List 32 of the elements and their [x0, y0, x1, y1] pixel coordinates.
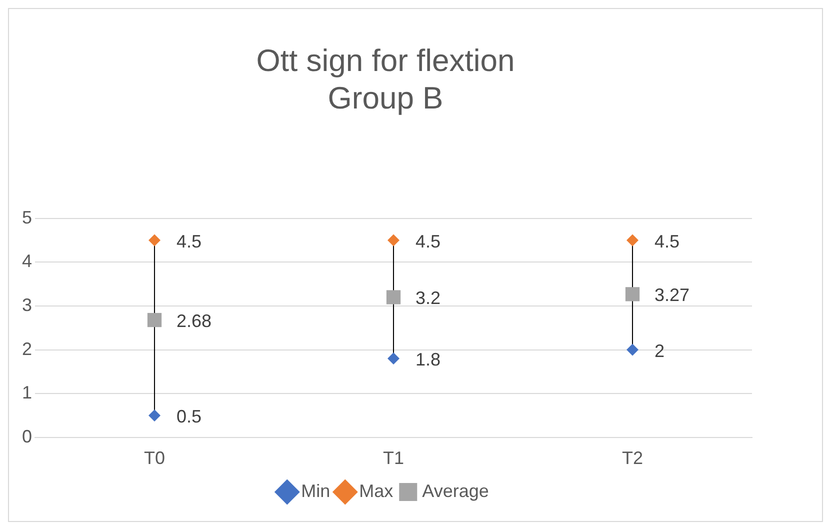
x-tick-label: T2 [622, 448, 644, 468]
y-tick-label: 2 [22, 338, 32, 359]
data-label: 4.5 [654, 231, 680, 252]
data-label: 3.2 [416, 288, 441, 308]
y-tick-label: 4 [22, 251, 32, 272]
data-label: 2 [654, 340, 665, 361]
data-label: 4.5 [416, 231, 441, 252]
legend-label: Max [359, 480, 394, 501]
y-tick-label: 5 [22, 207, 32, 228]
point [388, 352, 400, 365]
data-label: 0.5 [176, 406, 202, 426]
data-label: 3.27 [654, 285, 690, 306]
y-tick-label: 1 [22, 382, 32, 403]
y-tick-label: 0 [22, 426, 32, 446]
x-tick-label: T0 [144, 448, 166, 468]
point [386, 290, 401, 304]
chart-subtitle: Group B [328, 80, 444, 116]
legend-label: Average [422, 480, 489, 501]
data-label: 1.8 [416, 350, 441, 370]
legend-label: Min [301, 480, 330, 501]
point [147, 312, 162, 328]
point [388, 234, 400, 246]
point [626, 344, 638, 356]
point [148, 410, 161, 422]
data-label: 4.5 [176, 231, 202, 252]
chart-title: Ott sign for flextion [256, 43, 515, 78]
data-label: 2.68 [176, 310, 212, 331]
point [625, 287, 640, 302]
x-tick-label: T1 [383, 448, 404, 468]
y-tick-label: 3 [22, 294, 32, 315]
point [626, 234, 638, 246]
point [148, 234, 161, 246]
